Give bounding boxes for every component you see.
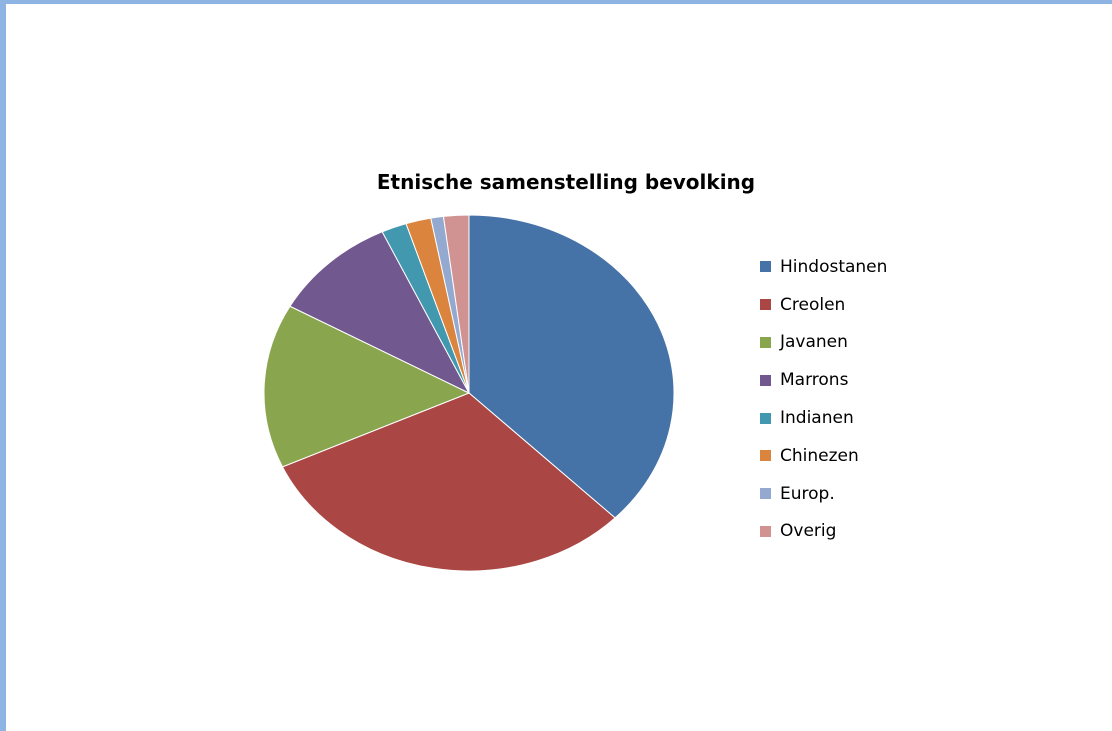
chart-title: Etnische samenstelling bevolking	[376, 170, 756, 194]
pie-slice-overig	[442, 214, 470, 394]
legend-swatch	[760, 261, 771, 273]
legend-swatch	[760, 412, 771, 424]
pie-slice-javanen	[263, 305, 471, 468]
legend-label: Chinezen	[780, 445, 859, 466]
pie-slice-hindostanen	[468, 214, 675, 519]
legend-item: Europ.	[760, 475, 887, 513]
legend-item: Javanen	[760, 324, 887, 362]
legend-swatch	[760, 450, 771, 462]
chart-legend: Hindostanen Creolen Javanen Marrons Indianen…	[760, 248, 887, 550]
legend-label: Hindostanen	[780, 256, 888, 277]
legend-item: Hindostanen	[760, 248, 887, 286]
legend-item: Overig	[760, 513, 887, 551]
legend-label: Creolen	[780, 294, 846, 315]
legend-label: Overig	[780, 521, 837, 542]
pie-slice-marrons	[289, 231, 471, 395]
legend-item: Indianen	[760, 399, 887, 437]
legend-swatch	[760, 336, 771, 348]
legend-swatch	[760, 374, 771, 386]
legend-item: Chinezen	[760, 437, 887, 475]
legend-swatch	[760, 299, 771, 311]
legend-swatch	[760, 488, 771, 500]
legend-swatch	[760, 525, 771, 537]
legend-item: Creolen	[760, 286, 887, 324]
legend-label: Marrons	[780, 370, 849, 391]
pie-slice-creolen	[281, 392, 616, 572]
pie-chart	[263, 214, 675, 572]
legend-label: Europ.	[780, 483, 835, 504]
legend-label: Indianen	[780, 408, 854, 429]
legend-item: Marrons	[760, 361, 887, 399]
legend-label: Javanen	[780, 332, 848, 353]
